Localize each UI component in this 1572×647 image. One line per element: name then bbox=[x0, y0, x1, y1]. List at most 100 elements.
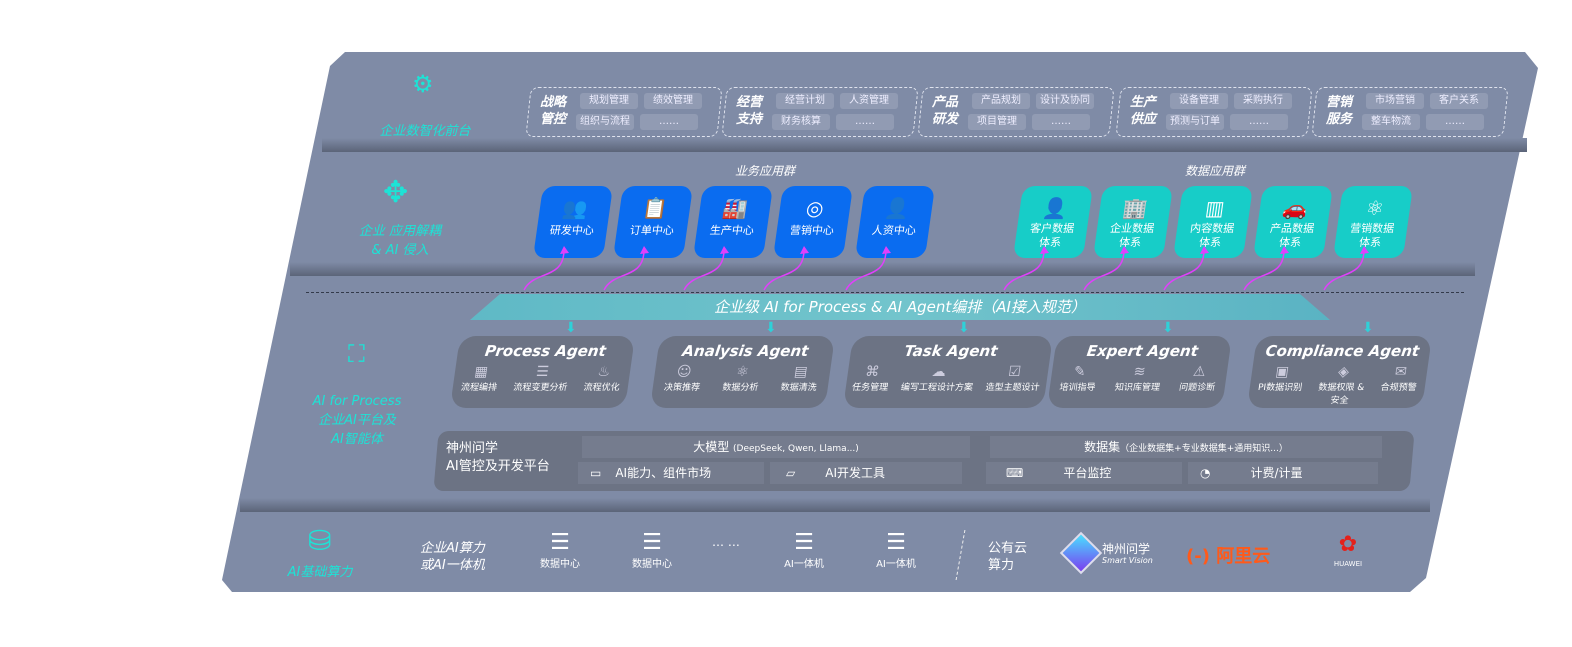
agent-capability: ▣ PI数据识别 bbox=[1255, 364, 1305, 406]
public-label: 公有云 算力 bbox=[988, 541, 1028, 573]
agent-capability: ≋ 知识库管理 bbox=[1114, 364, 1163, 393]
connector-arrow bbox=[683, 249, 725, 291]
group-chip[interactable]: 采购执行 bbox=[1234, 93, 1292, 109]
server-label: AI一体机 bbox=[876, 559, 916, 570]
arrow-head bbox=[1120, 246, 1129, 254]
billing[interactable]: ◔ 计费/计量 bbox=[1188, 462, 1378, 484]
group-chip[interactable]: 产品规划 bbox=[972, 93, 1030, 109]
agent-card[interactable]: Process Agent ▦ 流程编排 ☰ 流程变更分析 ♨ 流程优化 bbox=[449, 336, 636, 408]
down-arrow-icon: ⬇ bbox=[1362, 320, 1374, 336]
agent-capability: ✎ 培训指导 bbox=[1059, 364, 1099, 393]
group-chip[interactable]: 市场营销 bbox=[1366, 93, 1424, 109]
agent-capability: ☁ 编写工程设计方案 bbox=[900, 364, 976, 393]
agent-capability: ☰ 流程变更分析 bbox=[513, 364, 571, 393]
group-title: 产品 研发 bbox=[932, 95, 959, 127]
group-title: 生产 供应 bbox=[1130, 95, 1157, 127]
huawei-logo: ✿ bbox=[1338, 532, 1358, 557]
capability-icon: ♨ bbox=[596, 364, 612, 380]
cell-label: AI能力、组件市场 bbox=[615, 466, 712, 480]
model-row: 大模型 (DeepSeek, Qwen, Llama...) bbox=[582, 436, 970, 458]
dev-tools[interactable]: ▱ AI开发工具 bbox=[770, 462, 962, 484]
model-note: (DeepSeek, Qwen, Llama...) bbox=[733, 444, 859, 454]
business-title: 业务应用群 bbox=[735, 164, 796, 178]
group-chip[interactable]: …… bbox=[836, 114, 894, 130]
group-chip[interactable]: …… bbox=[1230, 114, 1288, 130]
model-label: 大模型 bbox=[693, 440, 730, 454]
group-chip[interactable]: 客户关系 bbox=[1430, 93, 1488, 109]
component-market[interactable]: ▭ AI能力、组件市场 bbox=[578, 462, 764, 484]
capability-icon: ▣ bbox=[1274, 364, 1290, 380]
agent-name: Process Agent bbox=[483, 342, 608, 360]
connector-arrow bbox=[1163, 249, 1205, 291]
agent-capability: ☑ 造型主题设计 bbox=[985, 364, 1043, 393]
capability-label: 合规预警 bbox=[1379, 383, 1418, 393]
capability-icon: ⚛ bbox=[735, 364, 750, 380]
agent-card[interactable]: Analysis Agent ☺ 决策推荐 ⚛ 数据分析 ▤ 数据清洗 bbox=[649, 336, 836, 408]
server-label: 数据中心 bbox=[540, 559, 580, 570]
cell-label: 计费/计量 bbox=[1250, 466, 1303, 480]
cell-label: AI开发工具 bbox=[825, 466, 885, 480]
agent-card[interactable]: Expert Agent ✎ 培训指导 ≋ 知识库管理 ⚠ 问题诊断 bbox=[1046, 336, 1233, 408]
group-chip[interactable]: 设备管理 bbox=[1170, 93, 1228, 109]
capability-label: 数据清洗 bbox=[779, 383, 818, 393]
group-chip[interactable]: 预测与订单 bbox=[1166, 114, 1224, 130]
capability-icon: ☺ bbox=[675, 364, 693, 380]
group-chip[interactable]: …… bbox=[640, 114, 698, 130]
group-chip[interactable]: …… bbox=[1426, 114, 1484, 130]
cell-label: 平台监控 bbox=[1063, 466, 1112, 480]
group-chip[interactable]: 组织与流程 bbox=[576, 114, 634, 130]
group-chip[interactable]: 规划管理 bbox=[580, 93, 638, 109]
capability-label: 数据权限 & 安全 bbox=[1317, 383, 1365, 406]
group-chip[interactable]: 设计及协同 bbox=[1036, 93, 1094, 109]
ai-label: AI for Process 企业AI平台及 AI智能体 bbox=[312, 394, 402, 447]
tool-icon: ▱ bbox=[786, 466, 796, 480]
gauge-icon: ◔ bbox=[1200, 466, 1211, 480]
orchestration-title: 企业级 AI for Process & AI Agent编排（AI接入规范） bbox=[714, 298, 1086, 316]
front-label: 企业数智化前台 bbox=[379, 124, 471, 139]
agent-card[interactable]: Task Agent ⌘ 任务管理 ☁ 编写工程设计方案 ☑ 造型主题设计 bbox=[842, 336, 1054, 408]
down-arrow-icon: ⬇ bbox=[765, 320, 777, 336]
molecule-icon: ✥ bbox=[383, 175, 409, 210]
orchestration-bar bbox=[470, 294, 1330, 320]
agent-capability: ♨ 流程优化 bbox=[583, 364, 623, 393]
server-icon: ☰ bbox=[794, 530, 814, 555]
market-icon: ▭ bbox=[590, 466, 602, 480]
agent-name: Expert Agent bbox=[1085, 342, 1200, 360]
group-chip[interactable]: 整车物流 bbox=[1362, 114, 1420, 130]
capability-icon: ✉ bbox=[1393, 364, 1408, 380]
ellipsis: … … bbox=[712, 535, 740, 549]
capability-label: 数据分析 bbox=[721, 383, 759, 393]
group-chip[interactable]: 项目管理 bbox=[968, 114, 1026, 130]
arrow-head bbox=[1280, 246, 1289, 254]
connector-arrow bbox=[845, 249, 887, 291]
group-chip[interactable]: …… bbox=[1032, 114, 1090, 130]
agent-capability: ✉ 合规预警 bbox=[1378, 364, 1420, 406]
group-chip[interactable]: 人资管理 bbox=[840, 93, 898, 109]
vendor-aliyun: 阿里云 bbox=[1216, 546, 1271, 567]
agent-capability: ☺ 决策推荐 bbox=[663, 364, 703, 393]
capability-label: 决策推荐 bbox=[663, 383, 701, 393]
capability-icon: ⌘ bbox=[864, 364, 881, 380]
arrow-head bbox=[720, 246, 729, 254]
group-chip[interactable]: 经营计划 bbox=[776, 93, 834, 109]
platform-monitor[interactable]: ⌨ 平台监控 bbox=[986, 462, 1182, 484]
group-title: 经营 支持 bbox=[736, 95, 763, 127]
capability-label: 培训指导 bbox=[1058, 383, 1097, 393]
down-arrow-icon: ⬇ bbox=[1162, 320, 1174, 336]
brain-icon: ⚙ bbox=[412, 70, 434, 98]
capability-label: 流程优化 bbox=[582, 383, 621, 393]
group-chip[interactable]: 财务核算 bbox=[772, 114, 830, 130]
connector-arrow bbox=[1003, 249, 1045, 291]
dataset-row: 数据集（企业数据集+专业数据集+通用知识...） bbox=[990, 436, 1382, 458]
server-icon: ☰ bbox=[886, 530, 906, 555]
face-scan-icon: ⛶ bbox=[348, 340, 365, 368]
group-chip[interactable]: 绩效管理 bbox=[644, 93, 702, 109]
server-item: ☰ 数据中心 bbox=[622, 530, 682, 570]
capability-label: 任务管理 bbox=[851, 383, 889, 393]
agent-name: Analysis Agent bbox=[681, 342, 810, 360]
arrow-head bbox=[560, 246, 569, 254]
agent-card[interactable]: Compliance Agent ▣ PI数据识别 ◈ 数据权限 & 安全 ✉ 合规预警 bbox=[1246, 336, 1433, 408]
connector-arrow bbox=[603, 249, 645, 291]
connector-arrow bbox=[763, 249, 805, 291]
